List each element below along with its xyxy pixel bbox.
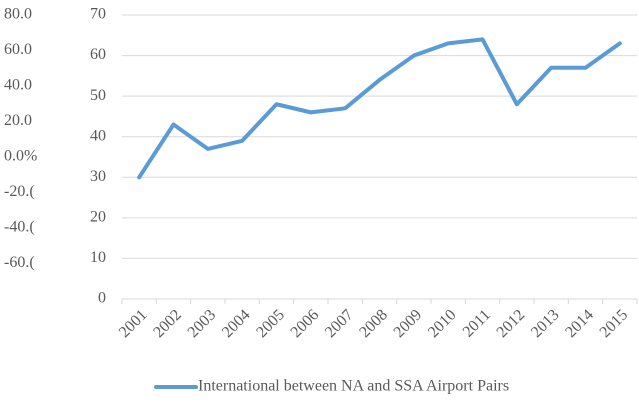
y-tick-label: 50 bbox=[90, 87, 106, 104]
y-tick-label: 0 bbox=[98, 290, 106, 307]
x-tick-label: 2002 bbox=[150, 306, 185, 341]
x-tick-label: 2007 bbox=[322, 306, 357, 341]
x-tick-label: 2011 bbox=[460, 306, 494, 340]
y2-tick-label: -60.( bbox=[4, 254, 35, 271]
x-tick-label: 2012 bbox=[494, 306, 529, 341]
x-tick-label: 2003 bbox=[185, 306, 220, 341]
x-tick-label: 2009 bbox=[391, 306, 426, 341]
y-tick-label: 30 bbox=[90, 168, 106, 185]
y2-tick-label: 0.0% bbox=[4, 148, 37, 165]
y-tick-label: 40 bbox=[90, 127, 106, 144]
y2-tick-label: 60.0 bbox=[4, 41, 32, 58]
x-tick-label: 2004 bbox=[219, 306, 254, 341]
y2-tick-label: 20.0 bbox=[4, 112, 32, 129]
y2-tick-label: -40.( bbox=[4, 219, 35, 236]
y2-tick-label: 80.0 bbox=[4, 6, 32, 23]
y-tick-label: 60 bbox=[90, 46, 106, 63]
legend-label: International between NA and SSA Airport… bbox=[198, 378, 509, 395]
x-tick-label: 2005 bbox=[253, 306, 288, 341]
x-tick-label: 2006 bbox=[288, 306, 323, 341]
x-tick-label: 2001 bbox=[116, 306, 151, 341]
x-tick-label: 2015 bbox=[597, 306, 632, 341]
series-line bbox=[137, 37, 622, 180]
y-tick-label: 10 bbox=[90, 249, 106, 266]
y2-tick-label: 40.0 bbox=[4, 77, 32, 94]
x-tick-label: 2010 bbox=[425, 306, 460, 341]
y2-tick-label: -20.( bbox=[4, 183, 35, 200]
y-tick-label: 70 bbox=[90, 6, 106, 23]
x-tick-label: 2013 bbox=[528, 306, 563, 341]
y-tick-label: 20 bbox=[90, 209, 106, 226]
x-tick-label: 2008 bbox=[356, 306, 391, 341]
x-tick-label: 2014 bbox=[562, 306, 597, 341]
